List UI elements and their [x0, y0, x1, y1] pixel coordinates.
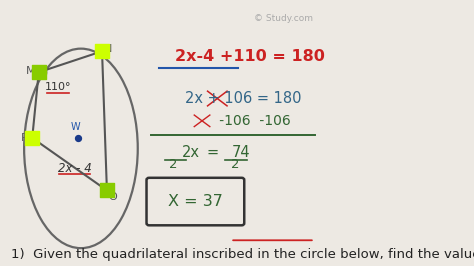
- Text: 2: 2: [231, 158, 239, 171]
- Text: O: O: [109, 192, 117, 202]
- Point: [103, 188, 111, 193]
- Text: 74: 74: [232, 145, 251, 160]
- Point: [28, 136, 36, 140]
- Text: 1)  Given the quadrilateral inscribed in the circle below, find the value of x.: 1) Given the quadrilateral inscribed in …: [11, 248, 474, 261]
- Text: M: M: [26, 66, 36, 76]
- Text: © Study.com: © Study.com: [255, 14, 313, 23]
- Point: [35, 70, 43, 74]
- Text: 2x-4 +110 = 180: 2x-4 +110 = 180: [175, 49, 325, 64]
- Text: 2x - 4: 2x - 4: [57, 161, 91, 174]
- Text: 110°: 110°: [45, 82, 72, 92]
- Text: 2x + 106 = 180: 2x + 106 = 180: [185, 91, 301, 106]
- Point: [74, 136, 82, 140]
- Text: =: =: [206, 145, 219, 160]
- Text: X = 37: X = 37: [168, 194, 223, 209]
- Text: W: W: [71, 122, 80, 132]
- Text: N: N: [104, 44, 112, 54]
- Text: 2x: 2x: [182, 145, 200, 160]
- Text: 2: 2: [169, 158, 177, 171]
- Text: P: P: [21, 133, 27, 143]
- Text: -106  -106: -106 -106: [193, 114, 291, 128]
- Point: [98, 49, 106, 53]
